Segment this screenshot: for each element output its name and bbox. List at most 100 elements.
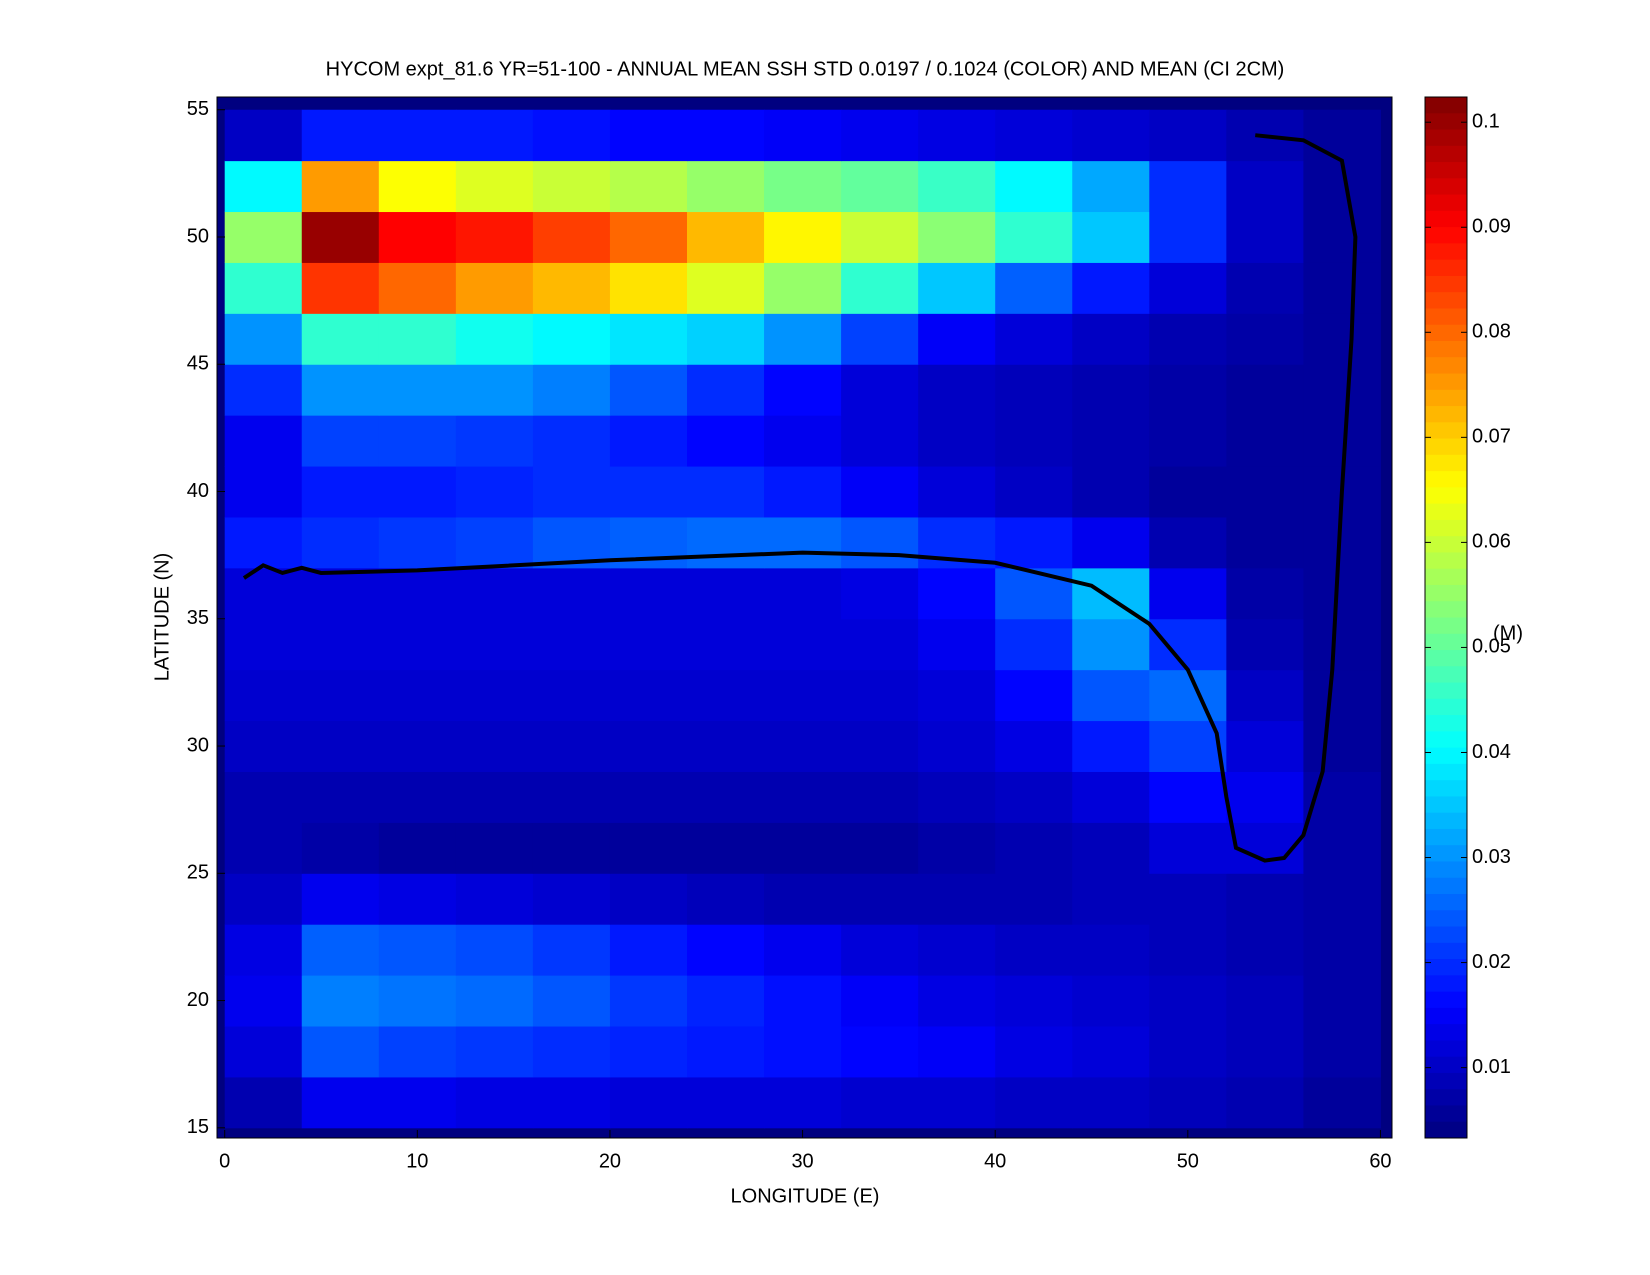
colorbar-tick-label: 0.1 [1472, 110, 1500, 132]
colorbar-swatch [1425, 926, 1467, 944]
heat-cell [224, 1026, 303, 1078]
heat-cell [378, 313, 457, 365]
heat-cell [918, 567, 996, 620]
heat-cell [378, 1076, 457, 1129]
heat-cell [1149, 1026, 1227, 1078]
heat-cell [995, 516, 1073, 569]
heat-cell [1303, 262, 1381, 314]
heat-cell [455, 415, 534, 467]
heat-cell [609, 822, 688, 874]
heat-cell [532, 211, 611, 263]
heat-cell [918, 669, 996, 722]
heat-cell [455, 720, 534, 772]
x-tick-label: 60 [1369, 1150, 1391, 1172]
heat-cell [532, 109, 611, 162]
heat-cell [609, 618, 688, 671]
colorbar-swatch [1425, 975, 1467, 993]
heat-cell [687, 873, 765, 925]
heat-cell [841, 516, 919, 569]
colorbar-swatch [1425, 942, 1467, 960]
heat-cell [687, 160, 765, 213]
heat-cell [609, 415, 688, 467]
y-tick-label: 50 [187, 225, 209, 247]
x-tick-label: 0 [219, 1150, 230, 1172]
colorbar-swatch [1425, 1007, 1467, 1025]
heat-cell [1303, 720, 1381, 772]
colorbar-tick-label: 0.08 [1472, 321, 1511, 343]
colorbar-swatch [1425, 194, 1467, 212]
heat-cell [995, 771, 1073, 823]
heat-cell [609, 109, 688, 162]
colorbar-tick-label: 0.07 [1472, 426, 1511, 448]
colorbar-swatch [1425, 406, 1467, 423]
heat-cell [532, 313, 611, 365]
colorbar-swatch [1425, 845, 1467, 862]
colorbar-swatch [1425, 227, 1467, 244]
colorbar-swatch [1425, 1056, 1467, 1074]
colorbar-tick-label: 0.03 [1472, 846, 1511, 868]
heat-cell [455, 771, 534, 823]
heat-cell [995, 822, 1073, 874]
colorbar-swatch [1425, 747, 1467, 765]
heat-cell [1072, 262, 1150, 314]
heat-cell [1072, 873, 1150, 925]
heat-cell [224, 262, 303, 314]
y-tick-label: 40 [187, 480, 209, 502]
heat-cell [224, 771, 303, 823]
contour-line [242, 133, 1358, 863]
heat-cell [764, 364, 842, 416]
heat-cell [687, 415, 765, 467]
heat-cell [1303, 924, 1381, 976]
colorbar-swatch [1425, 389, 1467, 407]
heat-cell [224, 822, 303, 874]
colorbar-swatch [1425, 861, 1467, 879]
heat-cell [301, 618, 380, 671]
heat-cell [687, 466, 765, 518]
colorbar-swatch [1425, 536, 1467, 553]
heat-cell [687, 211, 765, 263]
heat-cell [841, 262, 919, 314]
heat-cell [1072, 567, 1150, 620]
heat-cell [455, 109, 534, 162]
heat-cell [764, 975, 842, 1027]
heat-cell [455, 822, 534, 874]
heat-cell [1226, 516, 1304, 569]
heat-cell [918, 720, 996, 772]
x-axis-label: LONGITUDE (E) [731, 1185, 880, 1207]
heat-cell [378, 771, 457, 823]
heat-cell [532, 822, 611, 874]
colorbar-swatch [1425, 959, 1467, 976]
colorbar-swatch [1425, 731, 1467, 749]
x-tick-label: 20 [599, 1150, 621, 1172]
y-tick-label: 20 [187, 989, 209, 1011]
colorbar-swatch [1425, 129, 1467, 147]
heat-cell [918, 211, 996, 263]
heat-cell [841, 313, 919, 365]
heat-cell [455, 1076, 534, 1129]
colorbar-swatch [1425, 1121, 1467, 1139]
colorbar-swatch [1425, 633, 1467, 651]
heat-cell [455, 313, 534, 365]
heat-cell [687, 975, 765, 1027]
heat-cell [1303, 822, 1381, 874]
heat-cell [687, 771, 765, 823]
x-tick-label: 40 [984, 1150, 1006, 1172]
heat-cell [1072, 669, 1150, 722]
heat-cell [455, 516, 534, 569]
heat-cell [532, 567, 611, 620]
heat-cell [995, 567, 1073, 620]
y-tick-label: 25 [187, 862, 209, 884]
colorbar-swatch [1425, 682, 1467, 700]
heat-cell [455, 262, 534, 314]
heat-cell [764, 1076, 842, 1129]
heat-cell [918, 160, 996, 213]
colorbar-swatch [1425, 503, 1467, 521]
heat-cell [841, 415, 919, 467]
heat-cell [378, 873, 457, 925]
colorbar-swatch [1425, 698, 1467, 716]
colorbar-swatch [1425, 828, 1467, 846]
heat-cell [1226, 771, 1304, 823]
colorbar-swatch [1425, 243, 1467, 261]
heat-cell [378, 211, 457, 263]
heat-cell [995, 211, 1073, 263]
